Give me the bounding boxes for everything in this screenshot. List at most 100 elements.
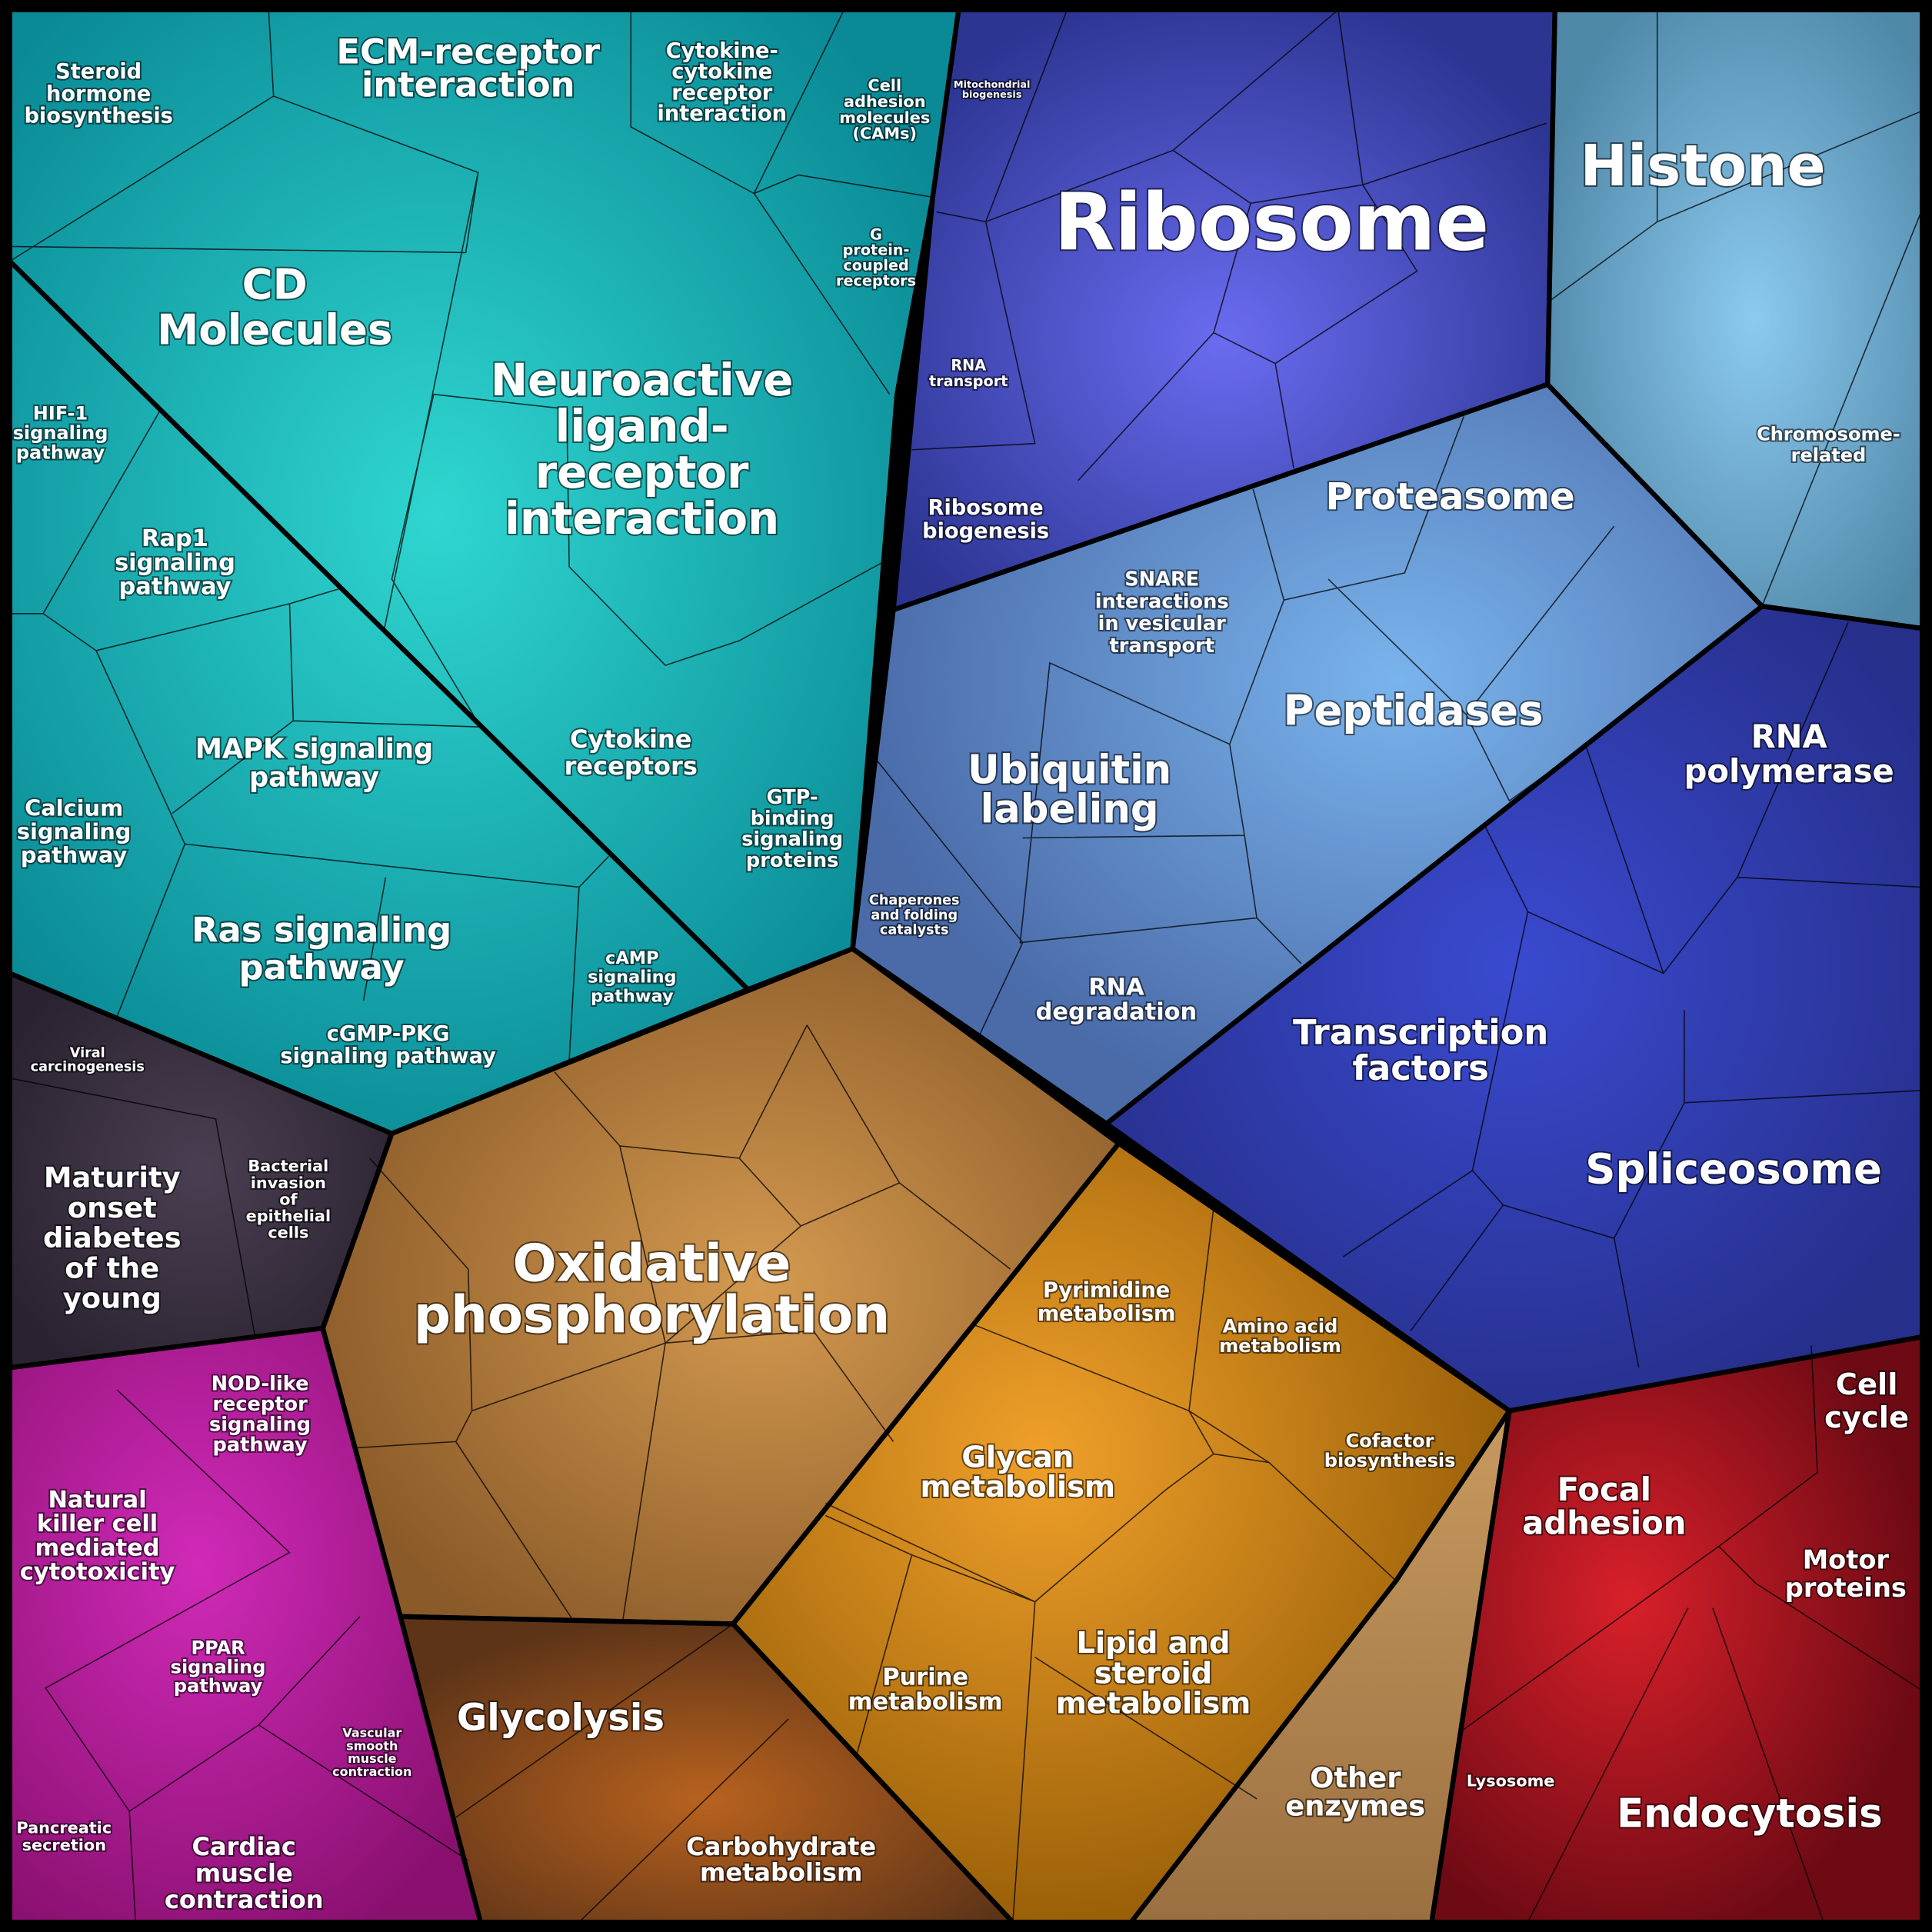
cell-label: signaling <box>13 422 108 444</box>
cell-label: HIF-1 <box>33 402 88 424</box>
cell-label: RNA <box>1751 718 1828 755</box>
cell-label: epithelial <box>246 1207 331 1225</box>
groups <box>7 7 1925 1925</box>
cell-label: interaction <box>505 492 779 545</box>
cell-label: pathway <box>21 841 128 868</box>
cell-label: metabolism <box>1219 1335 1341 1357</box>
cell-label: pathway <box>118 574 231 601</box>
cell-label: contraction <box>165 1885 324 1914</box>
cell-label: pathway <box>174 1675 263 1697</box>
cell-label: Neuroactive <box>491 354 794 406</box>
cell-label: Lysosome <box>1467 1772 1555 1790</box>
cell-label: Cofactor <box>1346 1430 1434 1451</box>
cell-label: Ribosome <box>1054 178 1489 269</box>
cell-label: Pyrimidine <box>1043 1278 1170 1302</box>
cell-label: Viral <box>70 1046 105 1061</box>
cell-label: signaling <box>588 968 676 988</box>
cell-label: (CAMs) <box>853 125 918 143</box>
cell-label: Mitochondrial <box>954 79 1031 91</box>
cell-label: degradation <box>1036 998 1198 1025</box>
cell-label: proteins <box>746 849 838 872</box>
cell-label: Ubiquitin <box>968 747 1171 793</box>
cell-label: Vascular <box>342 1726 401 1740</box>
cell-label: Rap1 <box>142 525 208 552</box>
cell-label: metabolism <box>700 1858 862 1887</box>
cell-label: Steroid <box>55 60 142 84</box>
cell-label: metabolism <box>1038 1302 1176 1326</box>
labels: SteroidhormonebiosynthesisECM-receptorin… <box>12 29 1910 1915</box>
cell-label: signaling <box>17 818 132 844</box>
cell-label: interactions <box>1095 590 1229 613</box>
cell-label: RNA <box>951 356 986 374</box>
cell-label: Endocytosis <box>1617 1790 1882 1837</box>
cell-label: factors <box>1352 1048 1488 1088</box>
cell-label: Histone <box>1580 134 1825 199</box>
cell-label: mediated <box>35 1534 160 1561</box>
cell-label: Molecules <box>157 305 392 355</box>
cell-label: Peptidases <box>1284 686 1544 735</box>
cell-label: Lipid and <box>1076 1626 1230 1661</box>
cell-label: transport <box>929 372 1008 390</box>
cell-label: biogenesis <box>962 89 1022 101</box>
cell-label: biogenesis <box>922 520 1049 544</box>
cell-label: CD <box>242 259 308 308</box>
cell-label: labeling <box>981 787 1159 833</box>
cell-label: Calcium <box>25 795 123 821</box>
cell-label: adhesion <box>844 92 926 111</box>
cell-label: metabolism <box>1056 1687 1251 1721</box>
cell-label: cAMP <box>605 948 658 968</box>
cell-label: signaling <box>741 828 843 851</box>
cell-label: steroid <box>1094 1656 1212 1690</box>
cell-label: transport <box>1109 635 1214 658</box>
cell-label: coupled <box>843 257 908 275</box>
cell-label: Chromosome- <box>1757 424 1900 445</box>
cell-label: Natural <box>48 1487 146 1514</box>
cell-label: proteins <box>1785 1573 1907 1603</box>
cell-label: Carbohydrate <box>686 1832 876 1861</box>
cell-label: Chaperones <box>869 893 960 908</box>
cell-label: G <box>870 225 882 243</box>
cell-label: of <box>279 1190 298 1208</box>
cell-label: receptor <box>212 1393 308 1416</box>
cell-label: Cytokine- <box>666 39 778 63</box>
cell-label: receptors <box>836 272 916 290</box>
cell-label: Ras signaling <box>192 910 451 951</box>
cell-label: signaling <box>209 1414 311 1437</box>
cell-label: Focal <box>1557 1471 1651 1508</box>
cell-label: pathway <box>238 947 404 988</box>
cell-label: Proteasome <box>1326 475 1575 518</box>
cell-label: metabolism <box>920 1470 1115 1504</box>
cell-label: Oxidative <box>513 1233 791 1293</box>
cell-label: pathway <box>16 442 105 464</box>
cell-label: pathway <box>213 1434 308 1457</box>
cell-label: NOD-like <box>212 1373 309 1396</box>
cell-label: pathway <box>591 987 674 1007</box>
cell-label: Cell <box>1836 1367 1898 1402</box>
cell-label: hormone <box>46 82 151 106</box>
cell-label: of the <box>65 1251 159 1284</box>
cell-label: binding <box>751 807 834 830</box>
cell-label: contraction <box>332 1764 411 1779</box>
cell-label: young <box>63 1282 162 1315</box>
cell-label: diabetes <box>43 1221 182 1254</box>
cell-label: molecules <box>839 108 930 127</box>
cell-label: Amino acid <box>1223 1315 1338 1337</box>
cell-label: cycle <box>1824 1401 1909 1435</box>
cell-label: Other <box>1310 1761 1401 1794</box>
cell-label: muscle <box>348 1751 397 1766</box>
cell-label: ligand- <box>555 400 729 452</box>
cell-label: GTP- <box>767 786 818 809</box>
cell-label: signaling <box>115 549 235 576</box>
cell-label: and folding <box>871 908 958 923</box>
cell-label: invasion <box>251 1174 326 1192</box>
cell-label: polymerase <box>1684 752 1894 790</box>
cell-label: SNARE <box>1124 568 1199 591</box>
cell-label: adhesion <box>1522 1504 1686 1541</box>
cell-label: phosphorylation <box>414 1285 890 1345</box>
cell-label: metabolism <box>848 1689 1003 1716</box>
cell-label: secretion <box>22 1836 106 1854</box>
cell-label: receptor <box>535 446 749 498</box>
cell-label: related <box>1791 445 1867 466</box>
cell-label: cytokine <box>671 60 772 84</box>
